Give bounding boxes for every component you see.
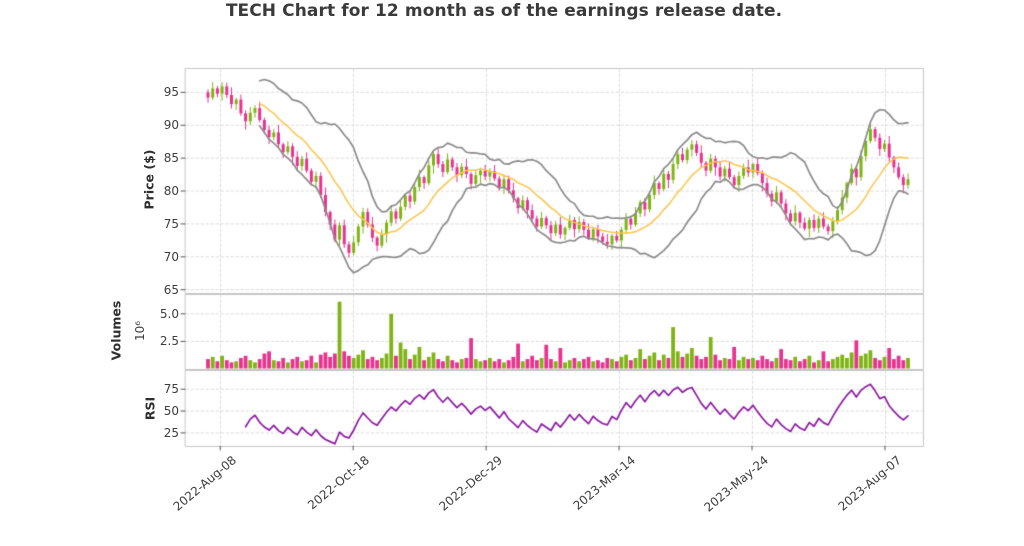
price-tick-label: 85 <box>163 151 179 166</box>
chart-title: TECH Chart for 12 month as of the earnin… <box>225 1 783 21</box>
price-tick-label: 65 <box>163 282 179 297</box>
volume-axis-label: Volumes <box>108 300 124 361</box>
rsi-tick-label: 75 <box>163 382 179 397</box>
price-tick-label: 70 <box>163 249 179 264</box>
rsi-tick-label: 25 <box>163 425 179 440</box>
price-tick-label: 90 <box>163 118 179 133</box>
price-tick-label: 95 <box>163 85 179 100</box>
price-tick-label: 80 <box>163 184 179 199</box>
price-tick-label: 75 <box>163 216 179 231</box>
volume-tick-label: 2.5 <box>159 334 179 349</box>
rsi-tick-label: 50 <box>163 404 179 419</box>
volume-tick-label: 5.0 <box>159 306 179 321</box>
